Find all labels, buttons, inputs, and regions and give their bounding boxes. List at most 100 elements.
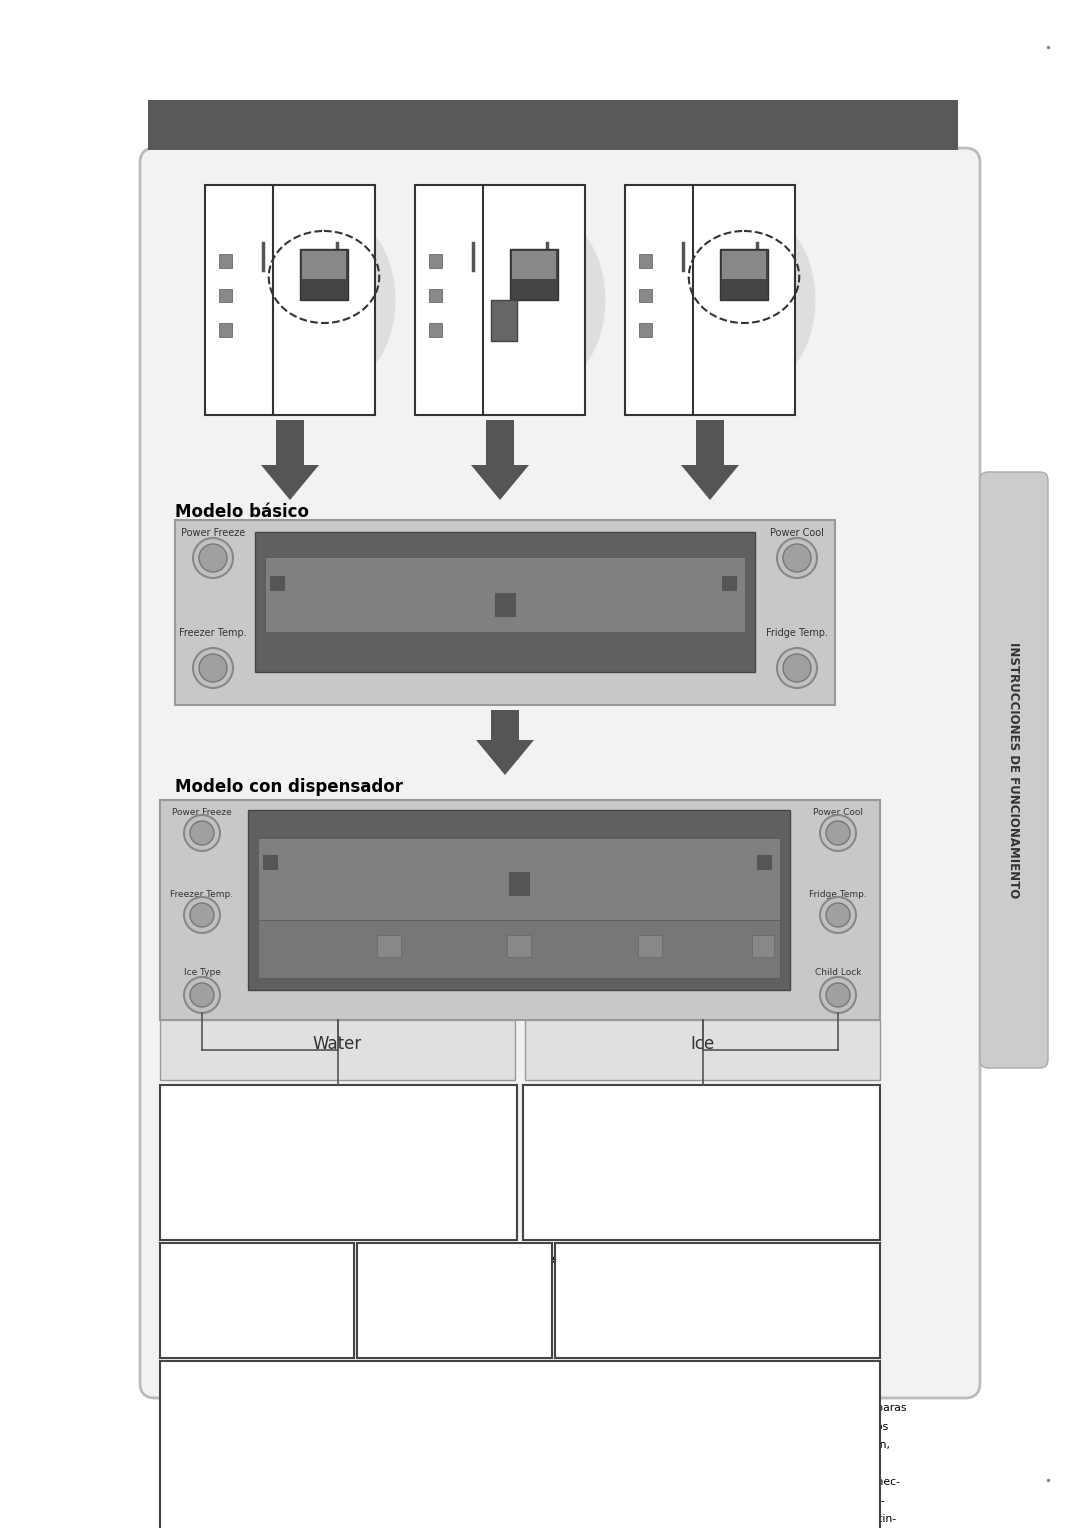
Bar [429, 254, 442, 267]
Text: Ice Type: Ice Type [502, 923, 536, 932]
Text: Deodorizer: Deodorizer [496, 859, 542, 866]
Bar [248, 810, 789, 990]
Circle shape [190, 821, 214, 845]
Bar [512, 252, 556, 280]
Bar [160, 1242, 354, 1358]
Text: Child Lock: Child Lock [737, 889, 772, 895]
Bar [258, 920, 780, 978]
Bar [218, 322, 232, 336]
Text: DIGITAL DISPLAY AND CONTROL: DIGITAL DISPLAY AND CONTROL [444, 652, 566, 662]
Text: Freezer Temp.: Freezer Temp. [417, 842, 464, 848]
Text: BOTÓN POWER FREEZE: BOTÓN POWER FREEZE [168, 1251, 322, 1264]
Text: *: * [761, 856, 767, 868]
Bar [723, 252, 766, 280]
Text: Water: Water [313, 1034, 362, 1053]
Bar [160, 1085, 517, 1241]
Bar [265, 558, 745, 633]
Bar [555, 1242, 880, 1358]
Circle shape [193, 648, 233, 688]
Bar [429, 289, 442, 303]
Text: Ice Off: Ice Off [637, 960, 662, 969]
Text: Fridge Temp.: Fridge Temp. [809, 889, 867, 898]
Text: Power Cool: Power Cool [743, 842, 781, 848]
Text: Cuando el botón de la cerradura para el niño se presiona por 3 segundos, el indi: Cuando el botón de la cerradura para el … [168, 1384, 881, 1395]
Text: °c: °c [451, 859, 464, 871]
Text: (congelación ultrarrápida): (congelación ultrarrápida) [168, 1268, 342, 1282]
Text: 88: 88 [591, 575, 630, 604]
Circle shape [820, 814, 856, 851]
Bar [255, 532, 755, 672]
Text: Modelo con dispensador: Modelo con dispensador [175, 778, 403, 796]
Text: Ice Type: Ice Type [184, 969, 220, 976]
Bar [637, 935, 661, 957]
Bar [638, 254, 652, 267]
Polygon shape [476, 740, 534, 775]
Text: Power Cool: Power Cool [770, 529, 824, 538]
Text: Cubed: Cubed [376, 960, 401, 969]
Bar [429, 322, 442, 336]
Bar [625, 185, 795, 416]
Text: Modelo básico: Modelo básico [175, 503, 309, 521]
Text: (temperatura del congelador): (temperatura del congelador) [168, 1111, 365, 1125]
Bar [302, 252, 346, 280]
Text: BOTÓN ICE TYPE (tipo de hielo): BOTÓN ICE TYPE (tipo de hielo) [365, 1251, 572, 1267]
Text: Power Freeze: Power Freeze [180, 529, 245, 538]
Text: BOTÓN FREEZER TEMP.: BOTÓN FREEZER TEMP. [168, 1093, 321, 1106]
Text: °c: °c [443, 579, 456, 591]
Text: INSTRUCCIONES DE FUNCIONAMIENTO: INSTRUCCIONES DE FUNCIONAMIENTO [1008, 642, 1021, 898]
Circle shape [190, 983, 214, 1007]
Text: Utilice este botón para selec-
cionar entre hielo en cubitos,
hielo picado o sin: Utilice este botón para selec- cionar en… [365, 1271, 528, 1305]
Bar [300, 249, 348, 299]
Ellipse shape [714, 220, 815, 380]
Text: Fridge Temp.: Fridge Temp. [576, 842, 620, 848]
Text: Acelera el proceso de con-
gelación.: Acelera el proceso de con- gelación. [168, 1287, 315, 1309]
Text: vuelva a pulsar este botón durante 3 segundos.: vuelva a pulsar este botón durante 3 seg… [168, 1458, 430, 1468]
Text: -88: -88 [379, 854, 429, 882]
Bar [258, 837, 780, 923]
Text: BOTÓN POWER COOL (enfri-
amiento rápido): BOTÓN POWER COOL (enfri- amiento rápido) [563, 1251, 750, 1279]
Text: niños o las mascotas modifiquen de forma accidental los valores seleccionados. P: niños o las mascotas modifiquen de forma… [168, 1439, 890, 1450]
Circle shape [199, 544, 227, 571]
Text: BOTÓN FRIDGE TEMP.: BOTÓN FRIDGE TEMP. [531, 1093, 674, 1106]
Text: Acelera el proceso de enfriamiento.: Acelera el proceso de enfriamiento. [563, 1287, 761, 1297]
Text: Freezer Temp.: Freezer Temp. [179, 628, 247, 639]
Bar [525, 1021, 880, 1080]
Bar [494, 591, 516, 617]
Bar [148, 99, 958, 150]
Text: pensador de la puerta o al compartimiento para bebidas Beverage Station, vuelva : pensador de la puerta o al compartimient… [168, 1514, 896, 1523]
Text: *: * [726, 576, 732, 588]
Text: Power Freeze: Power Freeze [253, 842, 299, 848]
Bar [276, 420, 303, 465]
Bar [218, 254, 232, 267]
Circle shape [783, 544, 811, 571]
Circle shape [783, 654, 811, 681]
Bar [510, 249, 557, 299]
Polygon shape [681, 465, 739, 500]
Text: 5: 5 [535, 1453, 545, 1471]
Text: Filter Indicator: Filter Indicator [266, 889, 316, 895]
Text: Fridge Temp.: Fridge Temp. [766, 628, 828, 639]
Bar [752, 935, 774, 957]
Bar [160, 1361, 880, 1528]
Circle shape [193, 538, 233, 578]
Circle shape [826, 983, 850, 1007]
Text: Deodorizer: Deodorizer [482, 579, 528, 588]
Text: PANEL DE CONTROL: PANEL DE CONTROL [167, 107, 570, 141]
Text: Para ajustar la temperatura del congelador,
pulse el botón repetidamente y cambi: Para ajustar la temperatura del congelad… [168, 1129, 431, 1175]
Text: 88: 88 [615, 854, 653, 882]
FancyBboxPatch shape [980, 472, 1048, 1068]
Circle shape [820, 976, 856, 1013]
Text: *: * [267, 856, 273, 868]
Circle shape [777, 538, 816, 578]
Bar [160, 1021, 515, 1080]
Bar [262, 854, 278, 869]
Bar [638, 289, 652, 303]
Circle shape [184, 814, 220, 851]
Text: -88: -88 [375, 575, 424, 604]
Bar [205, 185, 375, 416]
Bar [486, 420, 514, 465]
Ellipse shape [503, 220, 606, 380]
Bar [491, 711, 519, 740]
Text: (temperatura del frigorífico): (temperatura del frigorífico) [531, 1111, 719, 1125]
Circle shape [777, 648, 816, 688]
